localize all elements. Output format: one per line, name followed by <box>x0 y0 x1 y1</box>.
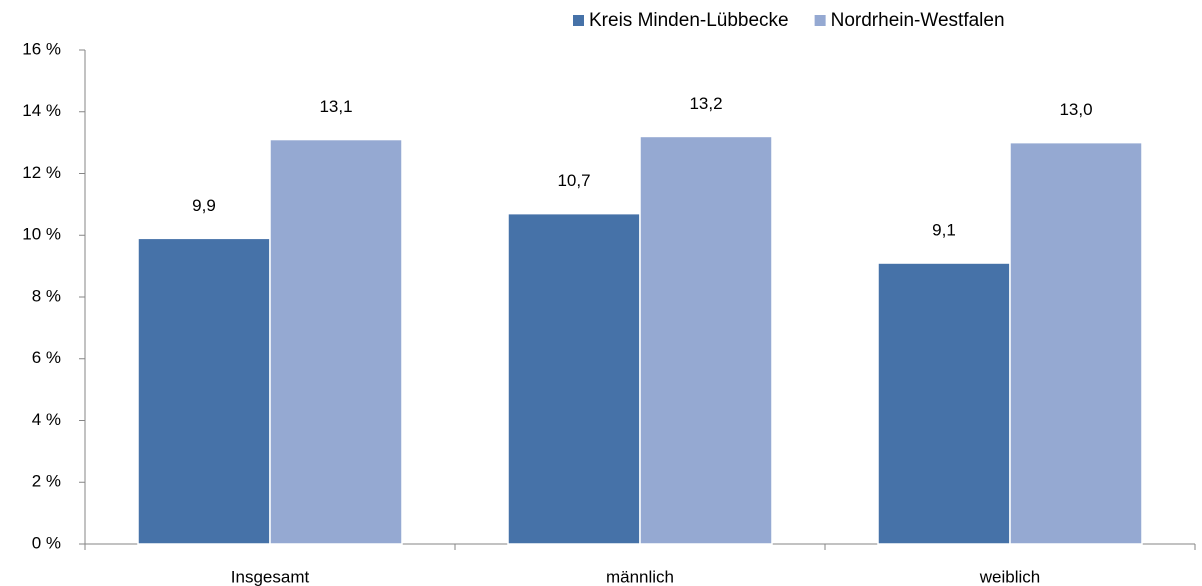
y-tick-label: 10 % <box>22 225 61 244</box>
legend-swatch <box>573 15 584 26</box>
x-tick-label: Insgesamt <box>231 567 310 586</box>
legend-label: Nordrhein-Westfalen <box>831 10 1005 31</box>
y-tick-label: 14 % <box>22 101 61 120</box>
y-tick-label: 8 % <box>32 286 61 305</box>
bar <box>269 138 403 545</box>
y-tick-label: 12 % <box>22 163 61 182</box>
bar <box>507 212 641 545</box>
data-label: 13,0 <box>1059 100 1092 119</box>
legend-swatch <box>814 15 826 26</box>
y-tick-label: 6 % <box>32 348 61 367</box>
data-label: 13,2 <box>689 94 722 113</box>
x-tick-label: männlich <box>606 567 674 586</box>
data-label: 9,1 <box>932 221 956 240</box>
y-tick-label: 4 % <box>32 410 61 429</box>
bar <box>1009 141 1143 545</box>
bar <box>877 262 1011 545</box>
data-label: 10,7 <box>557 171 590 190</box>
y-tick-label: 0 % <box>32 533 61 552</box>
data-label: 9,9 <box>192 196 216 215</box>
y-tick-label: 16 % <box>22 39 61 58</box>
data-label: 13,1 <box>319 97 352 116</box>
bar <box>137 237 271 545</box>
y-tick-label: 2 % <box>32 472 61 491</box>
legend-label: Kreis Minden-Lübbecke <box>589 10 789 31</box>
x-tick-label: weiblich <box>979 567 1040 586</box>
bar <box>639 135 773 545</box>
